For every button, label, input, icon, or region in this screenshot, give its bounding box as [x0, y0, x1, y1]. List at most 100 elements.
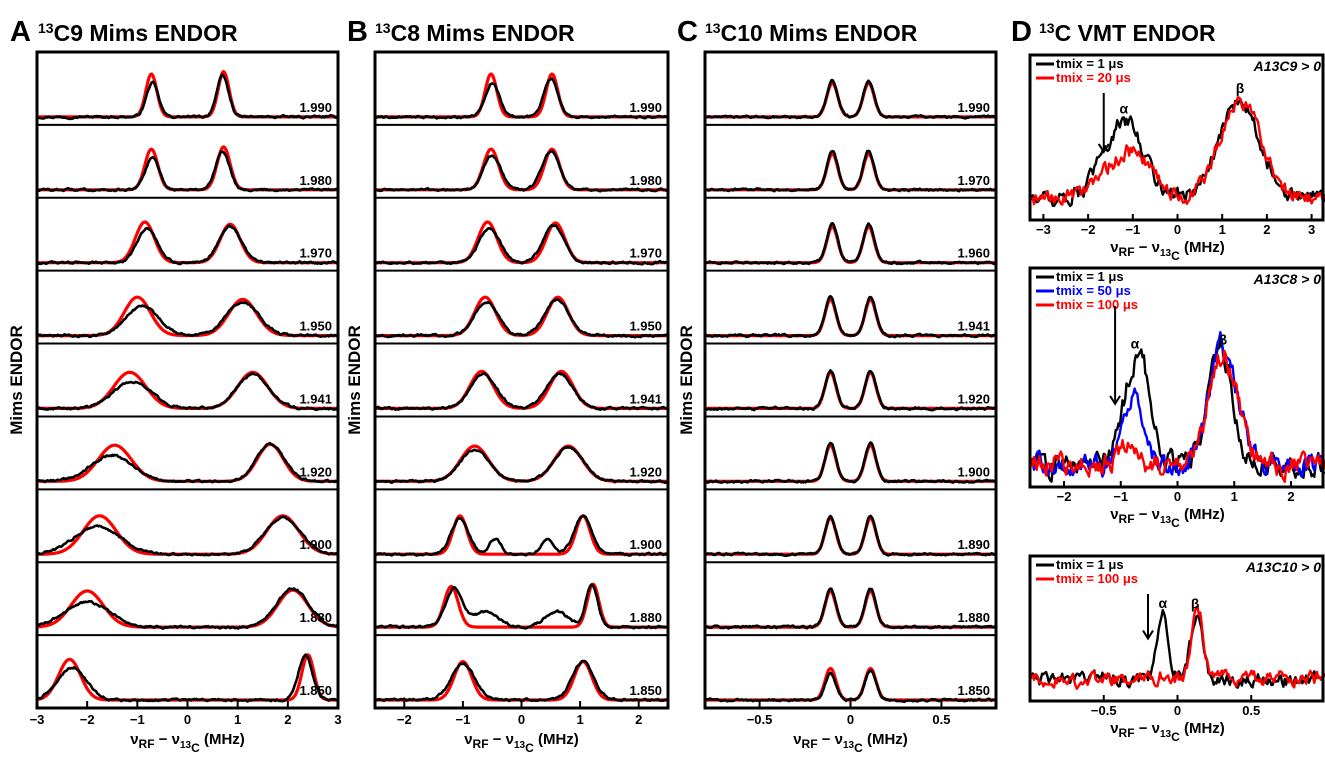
panel-a-ylabel: Mims ENDOR — [7, 325, 26, 435]
panel-a-xtick-label: 3 — [334, 712, 341, 727]
panel-b-title: 13C8 Mims ENDOR — [375, 20, 575, 46]
panel-d-sign-label: A13C10 > 0 — [1245, 559, 1321, 575]
panel-a-fit-trace — [36, 70, 339, 119]
panel-b-xtick-label: −1 — [455, 712, 470, 727]
panel-c-data-trace — [704, 587, 997, 630]
panel-b-data-trace — [374, 223, 669, 266]
panel-d-beta-label: β — [1236, 80, 1245, 96]
panel-d-xtick-label: 3 — [1308, 222, 1315, 237]
panel-d-sign-label: A13C8 > 0 — [1253, 271, 1322, 287]
panel-a-fit-trace — [36, 588, 339, 629]
panel-d-xtick-label: 0 — [1174, 489, 1181, 504]
panel-c-data-trace — [704, 294, 997, 339]
panel-a-xtick-label: 2 — [284, 712, 291, 727]
panel-a-xlabel: νRF − ν13C (MHz) — [130, 731, 245, 755]
panel-c-fit-trace — [704, 666, 997, 702]
panel-d-xtick-label: 1 — [1231, 489, 1238, 504]
panel-d-xtick-label: 0 — [1174, 703, 1181, 718]
panel-b-data-trace — [374, 77, 669, 120]
panel-c-fit-trace — [704, 589, 997, 629]
panel-c-fit-trace — [704, 370, 997, 410]
panel-d-xtick-label: 2 — [1263, 222, 1270, 237]
panel-b-data-trace — [374, 372, 669, 411]
panel-b-fit-trace — [374, 660, 669, 702]
panel-d-letter: D — [1011, 16, 1032, 48]
panel-c-fit-trace — [704, 81, 997, 119]
panel-b-fit-trace — [374, 514, 669, 556]
panel-c-fit-trace — [704, 152, 997, 192]
panel-a-data-trace — [36, 515, 339, 557]
panel-b-data-trace — [374, 659, 669, 703]
panel-a-xtick-label: −2 — [80, 712, 95, 727]
panel-a-data-trace — [36, 73, 339, 121]
panel-a-fit-trace — [36, 442, 339, 483]
panel-d-arrow-head — [1109, 395, 1121, 406]
panel-b-data-trace — [374, 149, 669, 193]
panel-a-g-value: 1.980 — [299, 173, 332, 188]
panel-a-g-value: 1.850 — [299, 683, 332, 698]
panel-a-data-trace — [36, 587, 339, 630]
panel-c-g-value: 1.960 — [957, 246, 990, 261]
panel-b-data-trace — [374, 445, 669, 484]
panel-c-xlabel: νRF − ν13C (MHz) — [793, 731, 908, 755]
panel-c-g-value: 1.850 — [957, 683, 990, 698]
panel-a-xtick-label: 0 — [184, 712, 191, 727]
panel-b-fit-trace — [374, 369, 669, 410]
panel-c-g-value: 1.941 — [957, 319, 990, 334]
panel-d-xtick-label: −1 — [1125, 222, 1140, 237]
panel-c-data-trace — [704, 149, 997, 193]
panel-d-legend-label: tmix = 50 μs — [1056, 283, 1131, 298]
panel-d-legend-label: tmix = 1 μs — [1056, 269, 1124, 284]
panel-b-xtick-label: 0 — [518, 712, 525, 727]
panel-c-data-trace — [704, 369, 997, 412]
panel-d-legend-label: tmix = 1 μs — [1056, 56, 1124, 71]
panel-c-ylabel: Mims ENDOR — [677, 325, 696, 435]
panel-d-beta-label: β — [1191, 595, 1200, 611]
panel-c-g-value: 1.880 — [957, 610, 990, 625]
panel-d-xtick-label: 2 — [1287, 489, 1294, 504]
panel-a-fit-trace — [36, 145, 339, 192]
panel-d-xtick-label: −2 — [1057, 489, 1072, 504]
panel-a-g-value: 1.941 — [299, 391, 332, 406]
panel-a-data-trace — [36, 653, 339, 703]
panel-c-g-value: 1.970 — [957, 173, 990, 188]
panel-b-fit-trace — [374, 444, 669, 483]
panel-c-data-trace — [704, 78, 997, 120]
panel-a-g-value: 1.970 — [299, 246, 332, 261]
panel-c-data-trace — [704, 222, 997, 266]
panel-b-fit-trace — [374, 220, 669, 265]
panel-b-frame — [373, 50, 670, 710]
panel-a-letter: A — [10, 16, 31, 48]
panel-d-arrow-head — [1142, 630, 1154, 641]
panel-b-g-value: 1.900 — [629, 537, 662, 552]
panel-b-g-value: 1.941 — [629, 391, 662, 406]
panel-c-data-trace — [704, 514, 997, 558]
panel-a-fit-trace — [36, 295, 339, 338]
panel-b-g-value: 1.880 — [629, 610, 662, 625]
panel-a-data-trace — [36, 372, 339, 412]
panel-b: Mims ENDOR 1.990 1.980 1.970 1.950 1.941 1.920… — [345, 50, 670, 755]
panel-d-xtick-label: −1 — [1113, 489, 1128, 504]
panel-c-g-value: 1.900 — [957, 464, 990, 479]
panel-a-g-value: 1.990 — [299, 100, 332, 115]
panel-b-g-value: 1.950 — [629, 319, 662, 334]
panel-a-xtick-label: −1 — [130, 712, 145, 727]
panel-d-alpha-label: α — [1158, 595, 1167, 611]
panel-d-xtick-label: 1 — [1219, 222, 1226, 237]
panel-b-g-value: 1.920 — [629, 464, 662, 479]
panel-c-g-value: 1.920 — [957, 391, 990, 406]
panel-b-fit-trace — [374, 72, 669, 119]
panel-a-frame — [35, 50, 340, 710]
panel-c-title: 13C10 Mims ENDOR — [705, 20, 918, 46]
panel-b-g-value: 1.970 — [629, 246, 662, 261]
panel-c-fit-trace — [704, 225, 997, 265]
panel-d-series-trace — [1029, 96, 1325, 206]
panel-c-data-trace — [704, 441, 997, 484]
panel-b-fit-trace — [374, 582, 669, 629]
panel-b-fit-trace — [374, 295, 669, 338]
panel-c-g-value: 1.990 — [957, 100, 990, 115]
panel-c-fit-trace — [704, 297, 997, 338]
panel-b-g-value: 1.850 — [629, 683, 662, 698]
